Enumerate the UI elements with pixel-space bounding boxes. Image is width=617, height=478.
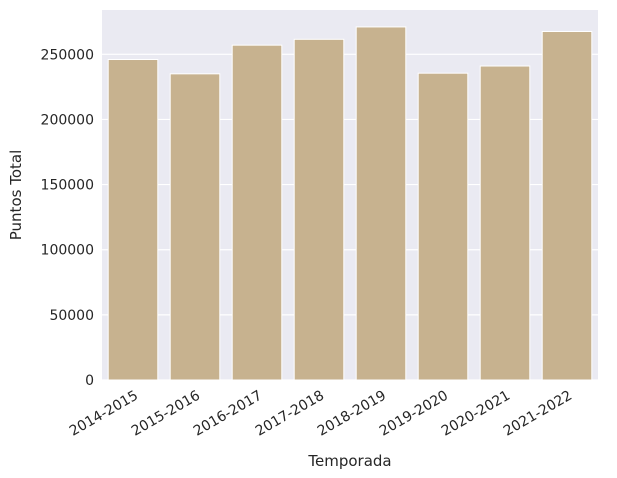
y-tick-label: 100000 [41, 243, 94, 259]
y-tick-label: 250000 [41, 47, 94, 63]
y-axis-label: Puntos Total [7, 150, 25, 240]
y-tick-labels: 0 50000 100000 150000 200000 250000 [41, 47, 94, 389]
x-tick-label: 2020-2021 [439, 388, 513, 440]
bar [169, 73, 221, 381]
y-tick-label: 200000 [41, 112, 94, 128]
bar [107, 59, 159, 381]
x-tick-label: 2015-2016 [129, 388, 203, 440]
bars [107, 26, 593, 381]
x-tick-labels: 2014-20152015-20162016-20172017-20182018… [67, 388, 575, 440]
x-tick-label: 2014-2015 [67, 388, 141, 440]
y-tick-label: 50000 [49, 308, 94, 324]
x-tick-label: 2016-2017 [191, 388, 265, 440]
bar [417, 72, 469, 381]
bar [355, 26, 407, 381]
y-tick-label: 0 [85, 373, 94, 389]
bar [231, 44, 283, 381]
x-tick-label: 2021-2022 [501, 388, 575, 440]
x-tick-label: 2017-2018 [253, 388, 327, 440]
x-tick-label: 2018-2019 [315, 388, 389, 440]
bar [479, 65, 531, 381]
y-tick-label: 150000 [41, 178, 94, 194]
x-axis-label: Temporada [307, 452, 391, 470]
x-tick-label: 2019-2020 [377, 388, 451, 440]
bar [541, 30, 593, 381]
bar [293, 38, 345, 381]
